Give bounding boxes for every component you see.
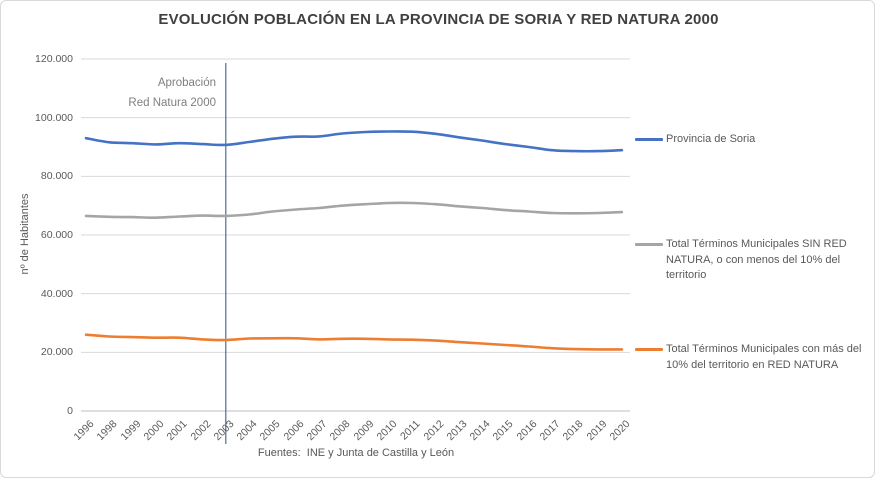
annotation-text: Aprobación Red Natura 2000	[128, 73, 216, 113]
legend-item: Total Términos Municipales con más del 10…	[635, 342, 873, 373]
legend-marker-line	[635, 243, 663, 246]
y-tick-label: 120.000	[35, 53, 73, 65]
chart-title: EVOLUCIÓN POBLACIÓN EN LA PROVINCIA DE S…	[158, 11, 719, 28]
annotation-line-1: Aprobación	[157, 77, 216, 89]
source-footer: Fuentes: INE y Junta de Castilla y León	[257, 447, 455, 459]
legend-marker-line	[635, 348, 663, 351]
y-tick-label: 0	[67, 405, 73, 417]
y-tick-label: 40.000	[40, 287, 73, 300]
legend-label: Total Términos Municipales con más del 10…	[666, 343, 862, 371]
legend-marker-line	[635, 138, 663, 141]
series-line-total-t-rminos-municipales-con-m-s-del-1	[84, 333, 624, 351]
legend-item: Provincia de Soria	[635, 132, 873, 148]
y-tick-label: 80.000	[40, 170, 73, 183]
legend-label: Total Términos Municipales SIN RED NATURA…	[666, 238, 847, 281]
y-tick-label: 20.000	[40, 346, 73, 359]
legend-item: Total Términos Municipales SIN RED NATURA…	[635, 237, 873, 284]
series-line-provincia-de-soria	[84, 130, 624, 153]
y-tick-label: 100.000	[35, 111, 73, 124]
y-tick-label: 60.000	[40, 229, 73, 241]
annotation-line-2: Red Natura 2000	[128, 97, 216, 109]
series-line-total-t-rminos-municipales-sin-red-natur	[84, 201, 624, 220]
legend-label: Provincia de Soria	[666, 133, 756, 145]
